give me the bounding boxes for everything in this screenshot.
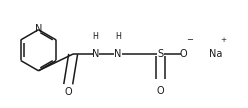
- Text: Na: Na: [209, 49, 222, 59]
- Text: O: O: [180, 49, 187, 59]
- Text: H: H: [115, 32, 121, 41]
- Text: O: O: [64, 87, 72, 97]
- Text: N: N: [114, 49, 122, 59]
- Text: −: −: [186, 35, 193, 44]
- Text: N: N: [35, 24, 42, 34]
- Text: N: N: [92, 49, 99, 59]
- Text: H: H: [93, 32, 98, 41]
- Text: +: +: [220, 37, 226, 43]
- Text: S: S: [158, 49, 164, 59]
- Text: O: O: [157, 86, 164, 96]
